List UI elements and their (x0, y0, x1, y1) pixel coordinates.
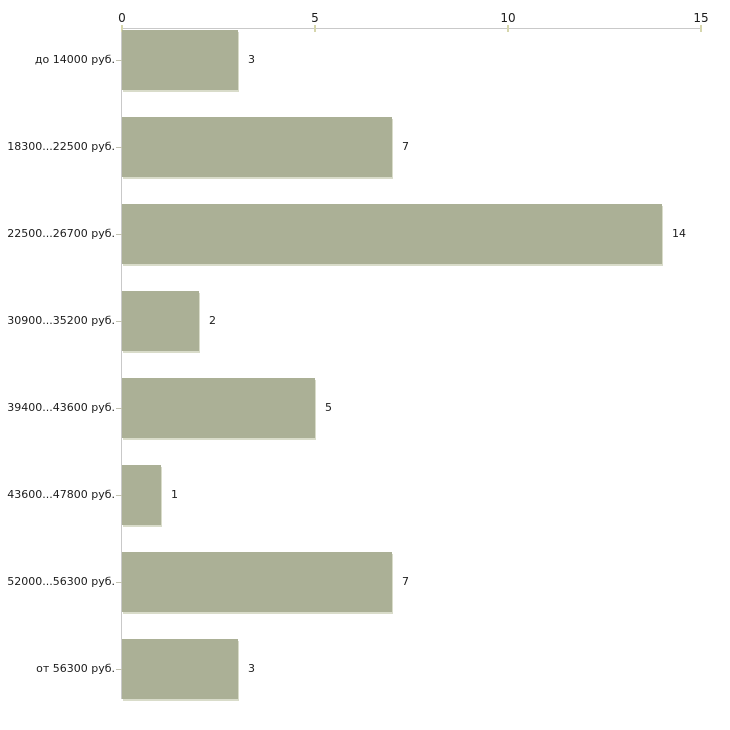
category-label: до 14000 руб. (34, 53, 115, 66)
value-label: 2 (209, 314, 216, 327)
bar (122, 378, 315, 438)
x-tick-mark (314, 25, 316, 32)
category-label: 22500...26700 руб. (7, 227, 115, 240)
value-label: 7 (402, 140, 409, 153)
x-tick-label: 5 (311, 11, 319, 25)
bar (122, 552, 392, 612)
value-label: 3 (248, 53, 255, 66)
value-label: 14 (672, 227, 686, 240)
category-tick-mark (116, 495, 122, 496)
x-tick-label: 15 (693, 11, 709, 25)
category-tick-mark (116, 321, 122, 322)
category-tick-mark (116, 408, 122, 409)
x-tick-label: 10 (500, 11, 516, 25)
category-label: 52000...56300 руб. (7, 575, 115, 588)
x-axis-line (122, 28, 702, 29)
x-tick-mark (507, 25, 509, 32)
y-axis-line (121, 28, 122, 699)
category-label: 39400...43600 руб. (7, 401, 115, 414)
bar (122, 204, 662, 264)
bar (122, 30, 238, 90)
category-tick-mark (116, 60, 122, 61)
category-tick-mark (116, 669, 122, 670)
category-tick-mark (116, 582, 122, 583)
category-tick-mark (116, 147, 122, 148)
bar (122, 465, 161, 525)
value-label: 7 (402, 575, 409, 588)
category-tick-mark (116, 234, 122, 235)
bar (122, 117, 392, 177)
value-label: 5 (325, 401, 332, 414)
x-tick-mark (121, 25, 123, 32)
category-label: 43600...47800 руб. (7, 488, 115, 501)
x-tick-label: 0 (118, 11, 126, 25)
value-label: 1 (171, 488, 178, 501)
x-tick-mark (700, 25, 702, 32)
bar (122, 639, 238, 699)
category-label: 18300...22500 руб. (7, 140, 115, 153)
value-label: 3 (248, 662, 255, 675)
bar (122, 291, 199, 351)
category-label: 30900...35200 руб. (7, 314, 115, 327)
category-label: от 56300 руб. (36, 662, 115, 675)
